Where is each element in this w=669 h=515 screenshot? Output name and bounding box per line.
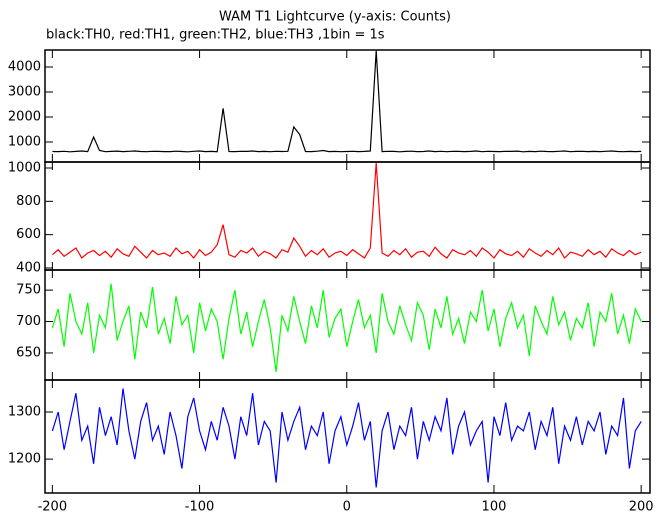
panel-frame xyxy=(44,161,651,271)
y-tick-label: 1300 xyxy=(8,405,41,420)
y-tick-label: 400 xyxy=(16,261,41,276)
y-tick-label: 1000 xyxy=(8,161,41,176)
x-tick-label: -100 xyxy=(185,500,215,515)
y-tick-label: 4000 xyxy=(8,60,41,75)
chart-title: WAM T1 Lightcurve (y-axis: Counts) xyxy=(219,10,451,25)
y-tick-label: 600 xyxy=(16,227,41,242)
y-tick-label: 700 xyxy=(16,314,41,329)
series-line xyxy=(51,283,642,372)
y-tick-label: 800 xyxy=(16,194,41,209)
y-tick-label: 650 xyxy=(16,345,41,360)
chart-subtitle: black:TH0, red:TH1, green:TH2, blue:TH3 … xyxy=(46,28,385,43)
y-tick-label: 1000 xyxy=(8,135,41,150)
x-tick-label: 0 xyxy=(343,500,351,515)
x-tick-label: -200 xyxy=(38,500,68,515)
y-tick-label: 3000 xyxy=(8,85,41,100)
y-tick-label: 750 xyxy=(16,283,41,298)
panel-frame xyxy=(44,49,651,163)
x-tick-label: 200 xyxy=(629,500,654,515)
panel-frame xyxy=(44,379,651,494)
series-line xyxy=(52,50,642,153)
series-line xyxy=(52,162,642,259)
series-line xyxy=(51,388,642,488)
x-tick-label: 100 xyxy=(482,500,507,515)
y-tick-label: 2000 xyxy=(8,110,41,125)
y-tick-label: 1200 xyxy=(8,452,41,467)
panel-frame xyxy=(44,269,651,381)
